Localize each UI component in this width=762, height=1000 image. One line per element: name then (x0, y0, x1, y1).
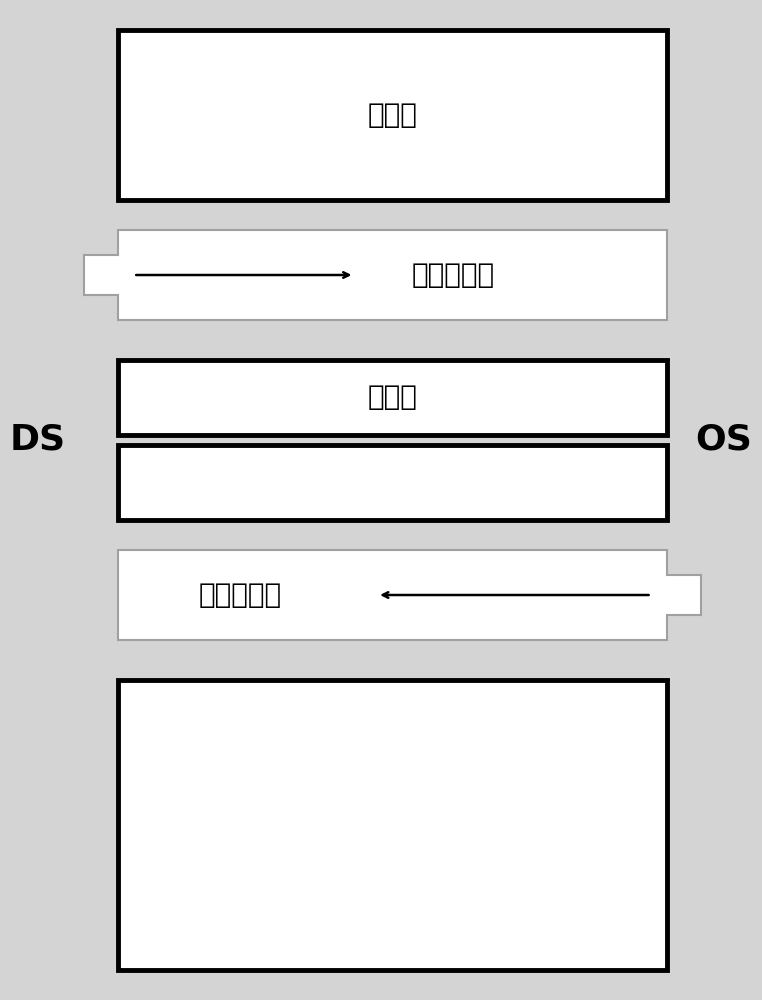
Text: 中间辊窜辊: 中间辊窜辊 (411, 261, 495, 289)
Bar (118, 30, 667, 200)
Polygon shape (84, 230, 667, 320)
Bar (118, 445, 667, 520)
Polygon shape (118, 550, 701, 640)
Text: 支撑辊: 支撑辊 (367, 101, 418, 129)
Bar (118, 360, 667, 435)
Bar (118, 680, 667, 970)
Text: 工作辊: 工作辊 (367, 383, 418, 412)
Text: 中间辊窜辊: 中间辊窜辊 (198, 581, 282, 609)
Text: DS: DS (10, 423, 66, 457)
Text: OS: OS (696, 423, 752, 457)
